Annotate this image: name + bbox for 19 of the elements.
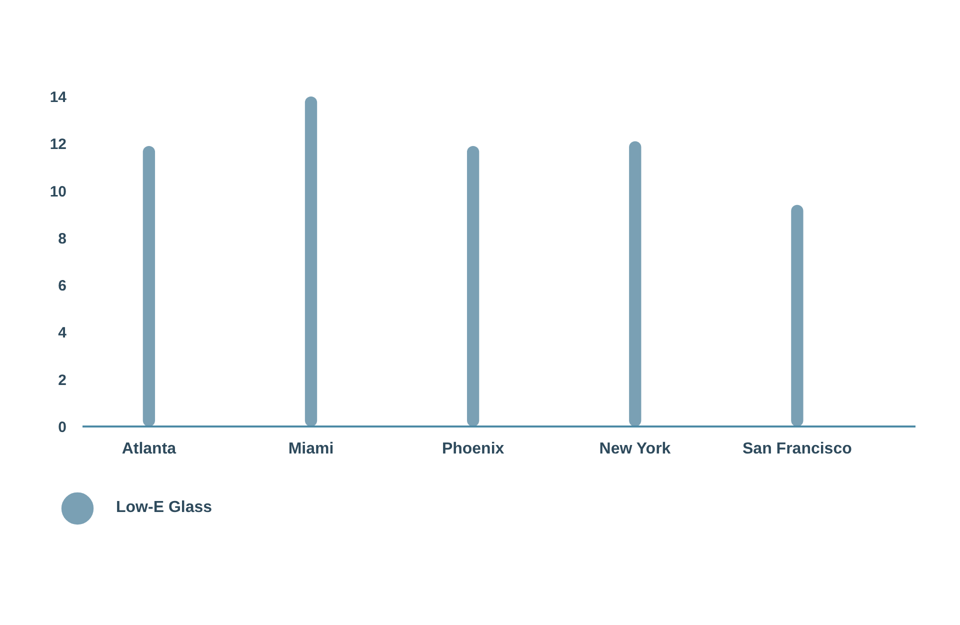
y-tick-label: 2 xyxy=(58,372,66,389)
y-tick-label: 6 xyxy=(58,278,66,295)
y-tick-label: 4 xyxy=(58,324,68,342)
y-tick-label: 10 xyxy=(50,183,67,200)
bar xyxy=(304,96,318,426)
y-tick-label: 12 xyxy=(50,136,67,154)
bar xyxy=(466,146,480,426)
y-tick-label: 14 xyxy=(50,89,68,106)
x-tick-label: Atlanta xyxy=(122,440,176,458)
y-tick-label: 0 xyxy=(58,419,66,436)
x-tick-label: Phoenix xyxy=(442,440,504,458)
bar xyxy=(791,204,804,426)
x-tick-label: New York xyxy=(599,440,671,458)
x-tick-label: Miami xyxy=(288,440,334,458)
y-tick-label: 8 xyxy=(58,230,66,248)
legend-label: Low-E Glass xyxy=(116,499,212,517)
bar xyxy=(629,141,642,426)
x-tick-label: San Francisco xyxy=(742,440,852,458)
bar xyxy=(142,146,156,426)
